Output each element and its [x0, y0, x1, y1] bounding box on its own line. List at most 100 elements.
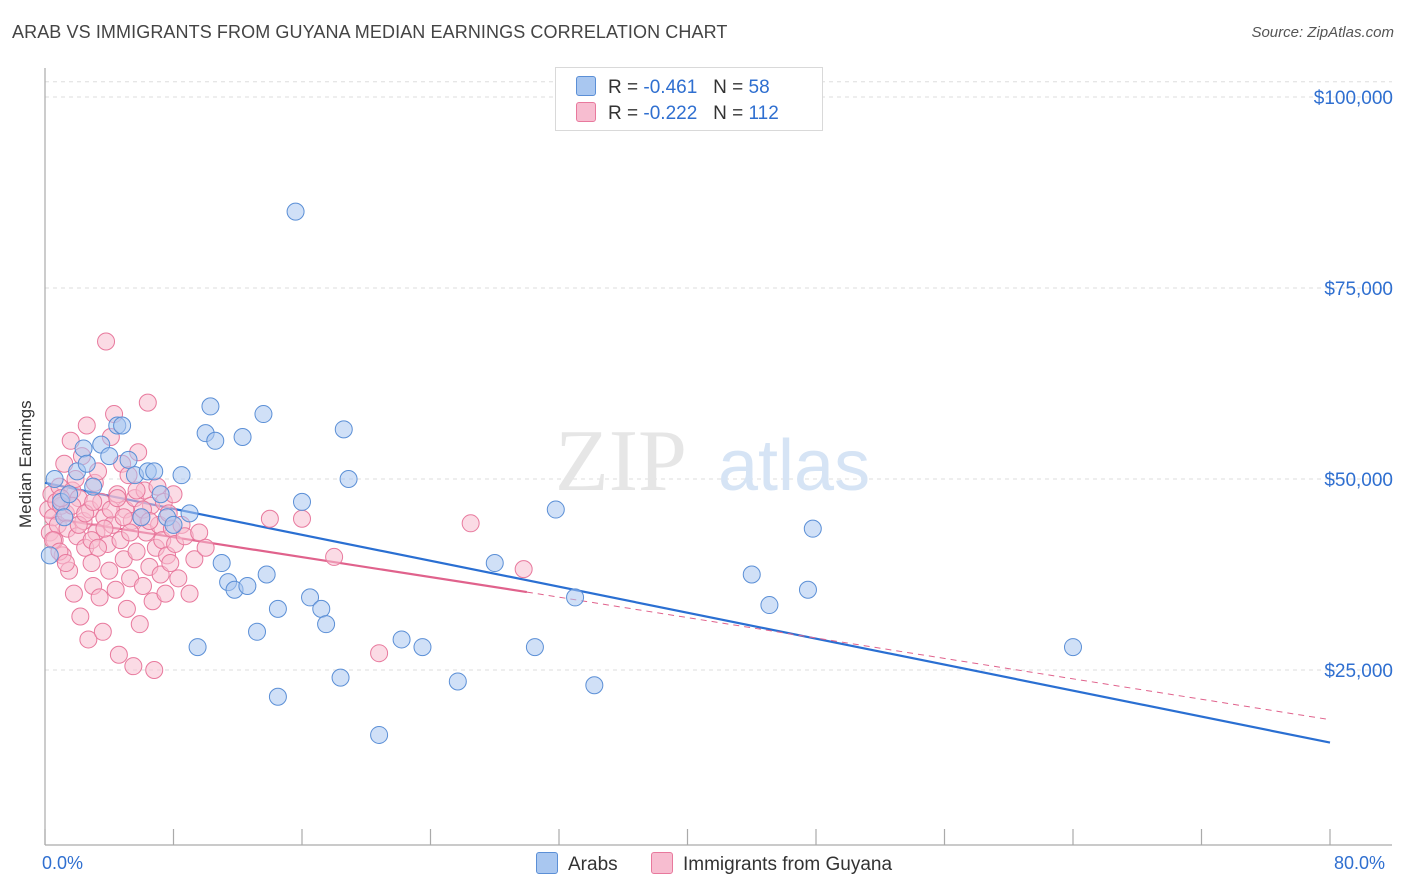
- r-value-guyana: -0.222: [643, 103, 698, 124]
- arabs-legend-swatch: [536, 852, 558, 874]
- point-arabs: [74, 439, 93, 458]
- point-arabs: [60, 485, 79, 504]
- point-guyana: [130, 615, 149, 634]
- point-guyana: [84, 492, 103, 511]
- point-arabs: [248, 622, 267, 641]
- point-arabs: [798, 580, 817, 599]
- point-guyana: [260, 509, 279, 528]
- legend-item-guyana[interactable]: Immigrants from Guyana: [651, 852, 892, 876]
- point-guyana: [109, 645, 128, 664]
- point-guyana: [161, 554, 180, 573]
- point-guyana: [64, 584, 83, 603]
- point-arabs: [84, 477, 103, 496]
- point-guyana: [108, 489, 127, 508]
- legend-label-arabs: Arabs: [568, 854, 618, 875]
- point-guyana: [56, 554, 75, 573]
- point-arabs: [293, 492, 311, 511]
- point-arabs: [286, 202, 305, 221]
- point-guyana: [180, 584, 199, 603]
- point-arabs: [317, 615, 336, 634]
- point-arabs: [212, 554, 231, 573]
- x-tick-label-max: 80.0%: [1334, 853, 1386, 873]
- point-arabs: [77, 454, 96, 473]
- y-tick-label: $50,000: [1324, 470, 1393, 491]
- r-value-arabs: -0.461: [643, 77, 698, 98]
- point-arabs: [370, 725, 389, 744]
- x-tick-label-min: 0.0%: [42, 853, 84, 873]
- point-arabs: [238, 576, 257, 595]
- bottom-legend: Arabs Immigrants from Guyana: [0, 852, 1406, 878]
- point-guyana: [82, 554, 101, 573]
- point-guyana: [97, 332, 116, 351]
- point-guyana: [370, 644, 389, 663]
- point-guyana: [90, 588, 109, 607]
- trendline-guyana-extrapolated: [526, 591, 1331, 721]
- point-guyana: [100, 561, 119, 580]
- point-guyana: [127, 481, 146, 500]
- point-arabs: [45, 470, 64, 488]
- point-arabs: [268, 599, 287, 618]
- point-guyana: [93, 622, 112, 641]
- point-guyana: [121, 523, 140, 542]
- point-arabs: [301, 588, 320, 607]
- point-arabs: [254, 405, 273, 424]
- y-tick-labels: $25,000 $50,000 $75,000 $100,000: [1314, 88, 1393, 682]
- point-guyana: [77, 416, 96, 435]
- watermark-zip: ZIP: [555, 413, 687, 510]
- point-guyana: [124, 657, 143, 676]
- point-guyana: [71, 607, 90, 626]
- y-axis-label: Median Earnings: [16, 400, 35, 528]
- chart-title: ARAB VS IMMIGRANTS FROM GUYANA MEDIAN EA…: [12, 22, 728, 42]
- r-label: R =: [608, 103, 639, 124]
- points-guyana: [39, 332, 533, 679]
- point-arabs: [485, 554, 504, 573]
- point-guyana: [151, 565, 170, 584]
- point-arabs: [803, 519, 822, 538]
- point-arabs: [188, 638, 207, 657]
- legend-item-arabs[interactable]: Arabs: [536, 852, 618, 876]
- r-label: R =: [608, 77, 639, 98]
- point-arabs: [145, 462, 164, 481]
- n-label: N =: [713, 103, 744, 124]
- point-arabs: [392, 630, 411, 649]
- n-label: N =: [713, 77, 744, 98]
- guyana-swatch: [576, 102, 596, 122]
- point-arabs: [742, 565, 761, 584]
- point-arabs: [257, 565, 276, 584]
- point-arabs: [100, 447, 119, 466]
- legend-label-guyana: Immigrants from Guyana: [683, 854, 893, 875]
- point-arabs: [760, 596, 779, 615]
- point-guyana: [293, 509, 311, 528]
- point-arabs: [448, 672, 467, 691]
- n-value-guyana: 112: [748, 103, 779, 124]
- point-arabs: [119, 450, 138, 469]
- point-guyana: [117, 599, 136, 618]
- n-value-arabs: 58: [748, 77, 770, 98]
- point-guyana: [138, 393, 157, 412]
- point-guyana: [133, 576, 152, 595]
- watermark-atlas: atlas: [718, 426, 870, 506]
- stats-legend: R = -0.461 N = 58 R = -0.222 N = 112: [555, 67, 823, 131]
- point-guyana: [325, 547, 344, 566]
- point-guyana: [127, 542, 146, 561]
- point-arabs: [55, 508, 74, 527]
- point-arabs: [132, 508, 151, 527]
- point-arabs: [525, 638, 544, 657]
- source-label: Source: ZipAtlas.com: [1251, 24, 1394, 41]
- arabs-swatch: [576, 76, 596, 96]
- point-arabs: [546, 500, 565, 519]
- point-arabs: [268, 687, 287, 706]
- y-tick-label: $100,000: [1314, 88, 1393, 109]
- point-arabs: [151, 485, 170, 504]
- point-guyana: [514, 560, 533, 579]
- point-arabs: [566, 588, 585, 607]
- point-arabs: [201, 397, 220, 416]
- point-guyana: [145, 661, 164, 679]
- point-arabs: [206, 431, 225, 450]
- y-tick-label: $25,000: [1324, 661, 1393, 682]
- point-guyana: [79, 630, 98, 649]
- point-arabs: [339, 470, 358, 488]
- point-arabs: [40, 546, 59, 565]
- point-guyana: [114, 508, 133, 527]
